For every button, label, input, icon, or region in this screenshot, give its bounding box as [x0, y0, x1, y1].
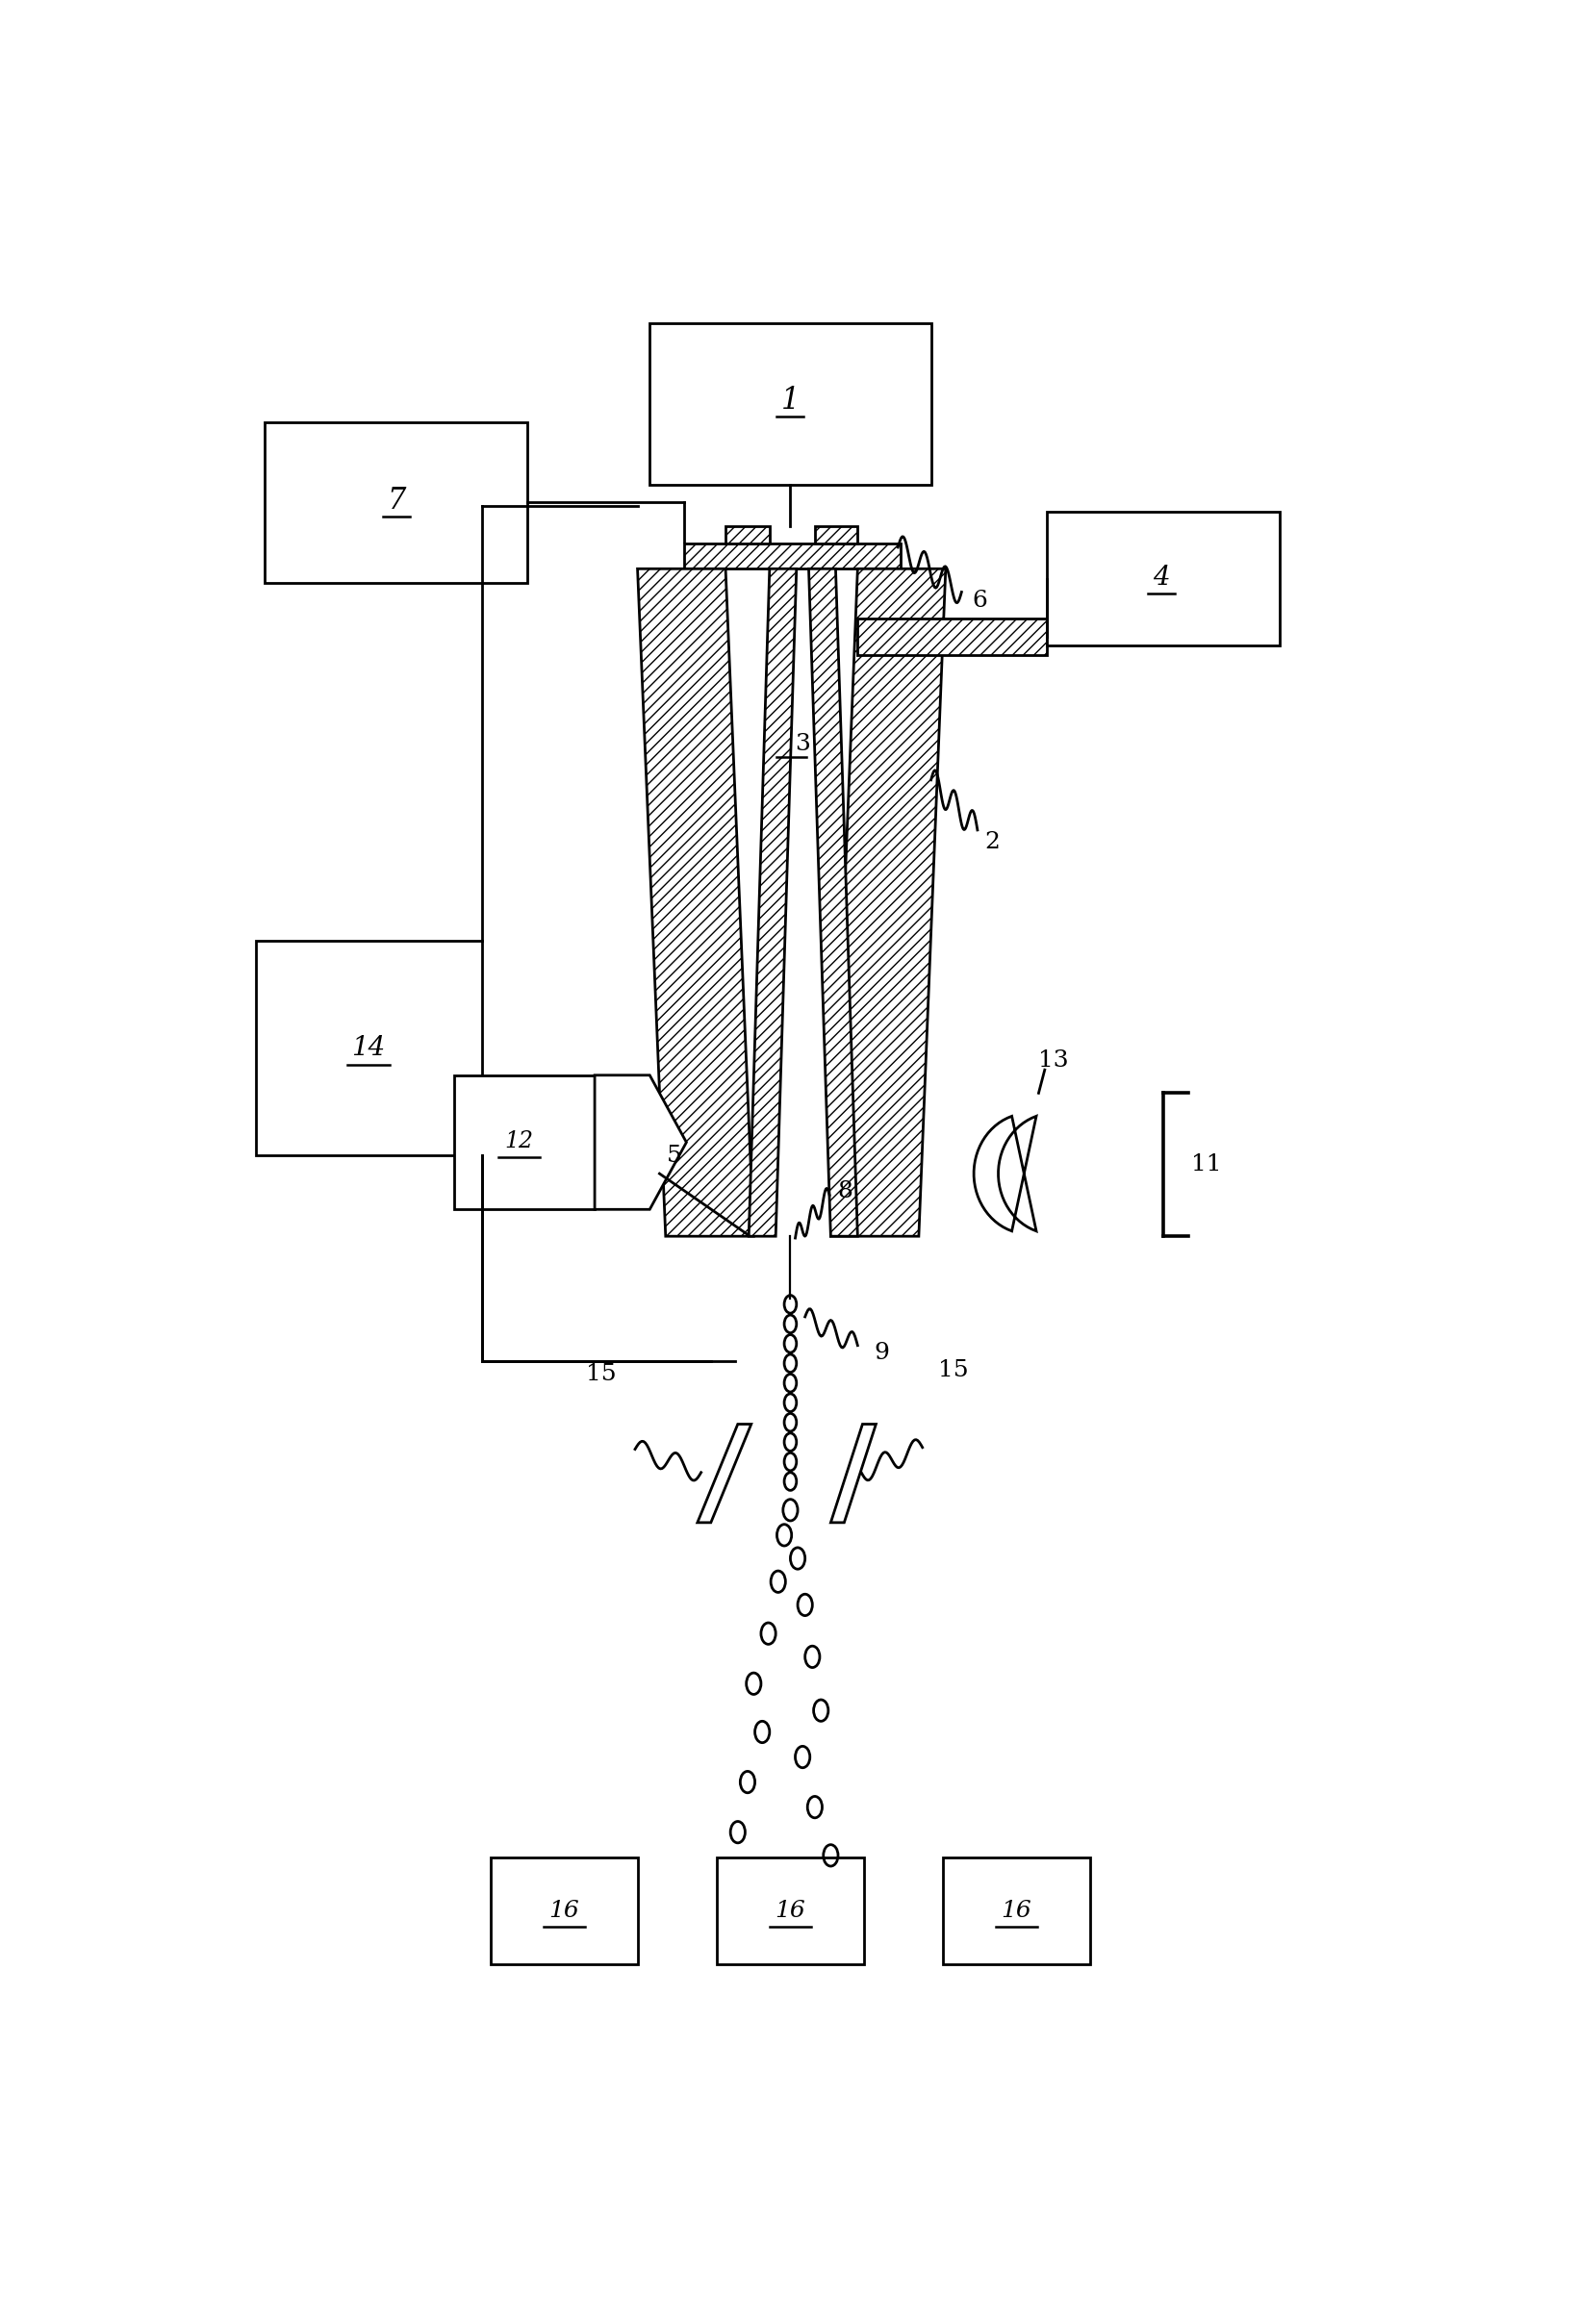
- Bar: [255, 941, 483, 1155]
- Text: 15: 15: [585, 1362, 615, 1385]
- Text: 16: 16: [549, 1899, 579, 1922]
- Polygon shape: [725, 525, 770, 544]
- Polygon shape: [858, 618, 1047, 655]
- Polygon shape: [749, 569, 796, 1236]
- Text: 14: 14: [352, 1037, 385, 1062]
- Text: 9: 9: [874, 1341, 889, 1364]
- Text: 13: 13: [1038, 1050, 1068, 1071]
- Text: 4: 4: [1151, 565, 1169, 590]
- Text: 6: 6: [971, 590, 987, 611]
- Text: 16: 16: [1001, 1899, 1031, 1922]
- Text: 8: 8: [837, 1181, 853, 1202]
- Polygon shape: [814, 525, 858, 544]
- Polygon shape: [830, 1425, 875, 1522]
- Polygon shape: [637, 569, 754, 1236]
- Bar: [716, 1857, 863, 1964]
- Text: 3: 3: [795, 732, 809, 755]
- Bar: [265, 423, 527, 583]
- Text: 1: 1: [781, 386, 800, 416]
- Bar: [454, 1076, 595, 1208]
- Polygon shape: [809, 569, 858, 1236]
- Polygon shape: [830, 569, 945, 1236]
- Bar: [943, 1857, 1090, 1964]
- Text: 12: 12: [505, 1129, 533, 1153]
- Text: 15: 15: [937, 1360, 968, 1380]
- Bar: [650, 323, 930, 486]
- Text: 7: 7: [386, 486, 405, 516]
- Bar: [1047, 511, 1279, 646]
- Text: 11: 11: [1191, 1153, 1221, 1176]
- Text: 5: 5: [665, 1146, 681, 1167]
- Text: 2: 2: [984, 832, 1000, 853]
- Polygon shape: [595, 1076, 686, 1208]
- Bar: [490, 1857, 637, 1964]
- Text: 16: 16: [774, 1899, 806, 1922]
- Polygon shape: [697, 1425, 751, 1522]
- Polygon shape: [683, 544, 900, 569]
